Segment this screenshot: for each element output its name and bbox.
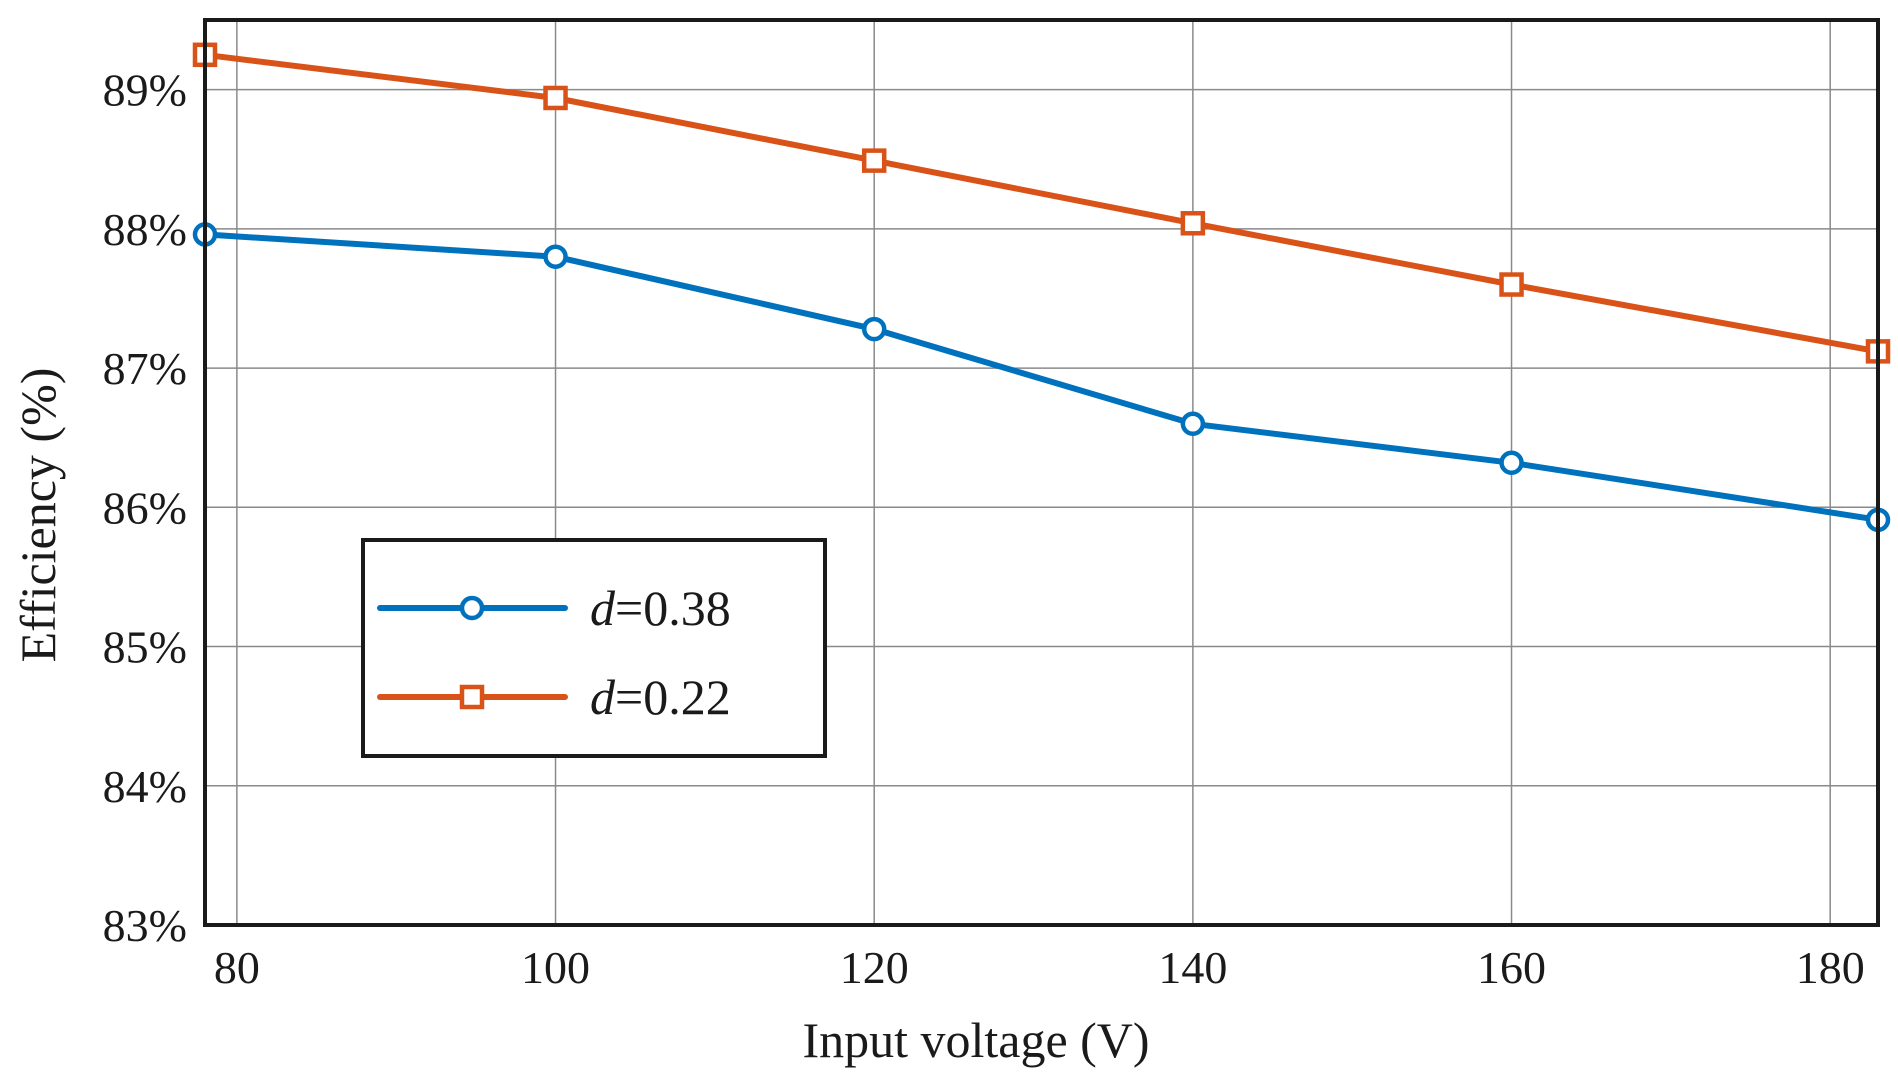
data-point [1499, 450, 1524, 476]
y-tick-label: 89% [103, 65, 187, 116]
series-line-1 [202, 231, 1881, 523]
x-tick-label: 120 [840, 942, 909, 993]
y-tick-label: 83% [103, 900, 187, 951]
x-tick-label: 180 [1796, 942, 1865, 993]
y-tick-label: 86% [103, 482, 187, 533]
legend-value: =0.38 [615, 580, 731, 636]
legend-box [361, 538, 827, 758]
y-tick-label: 87% [103, 343, 187, 394]
x-tick-label: 80 [214, 942, 260, 993]
y-tick-label: 88% [103, 204, 187, 255]
legend-value: =0.22 [615, 669, 731, 725]
legend-label: d=0.22 [590, 669, 731, 725]
series-line-2 [202, 51, 1881, 355]
x-axis-label: Input voltage (V) [802, 1012, 1149, 1068]
data-point [543, 244, 568, 269]
y-axis-label: Efficiency (%) [10, 368, 66, 663]
legend-marker [459, 595, 485, 621]
data-point [861, 148, 887, 173]
data-series [192, 42, 1891, 533]
legend-marker [459, 684, 485, 710]
legend: d=0.38d=0.22 [361, 538, 827, 758]
legend-var: d [590, 669, 616, 725]
legend-label: d=0.38 [590, 580, 731, 636]
y-tick-label: 84% [103, 761, 187, 812]
data-point [1180, 211, 1206, 236]
x-tick-label: 160 [1477, 942, 1546, 993]
x-axis-ticks: 80 100 120 140 160 180 [214, 942, 1865, 993]
y-tick-label: 85% [103, 622, 187, 673]
plot-frame [203, 18, 1880, 927]
legend-var: d [590, 580, 616, 636]
grid [205, 20, 1878, 925]
data-point [1180, 411, 1206, 437]
x-tick-label: 140 [1158, 942, 1227, 993]
data-point [1499, 272, 1524, 297]
data-point [543, 85, 568, 111]
x-tick-label: 100 [521, 942, 590, 993]
data-point [861, 316, 887, 342]
y-axis-ticks: 83% 84% 85% 86% 87% 88% 89% [103, 65, 187, 951]
